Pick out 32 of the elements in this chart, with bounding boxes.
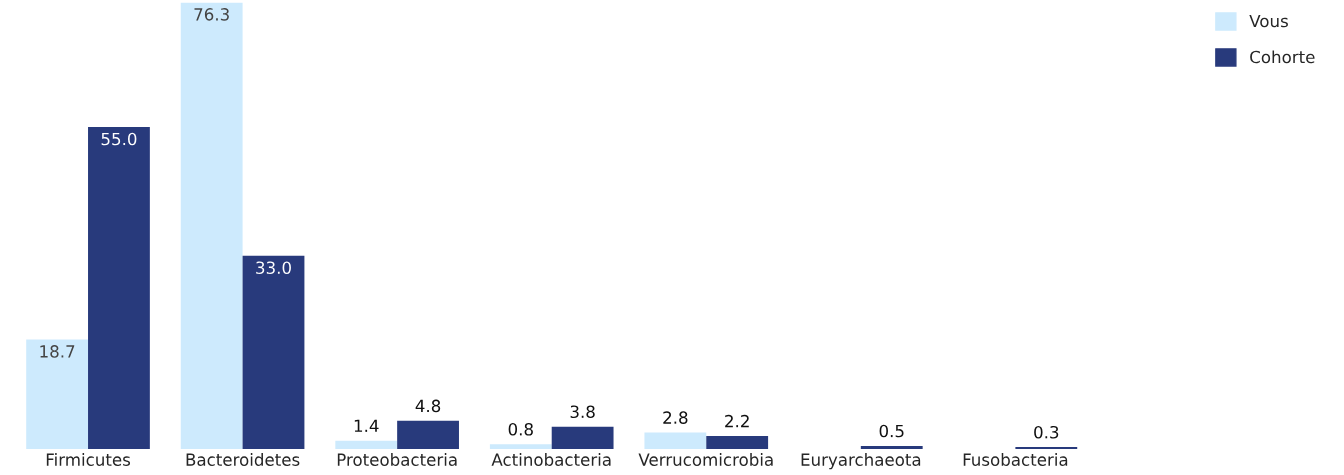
bar (860, 445, 923, 449)
bar (489, 444, 552, 449)
bar (180, 2, 243, 449)
bar (644, 432, 707, 449)
bar (242, 255, 305, 449)
data-label: 2.2 (725, 414, 749, 428)
data-label: 0.5 (879, 424, 904, 438)
data-label: 0.3 (1034, 425, 1059, 439)
x-tick-label: Actinobacteria (491, 453, 611, 466)
data-label: 3.8 (570, 405, 595, 419)
data-label: 0.8 (508, 423, 533, 436)
data-label: 55.0 (101, 132, 137, 146)
x-tick-label: Fusobacteria (963, 453, 1068, 466)
bar (397, 420, 459, 449)
bar (88, 127, 150, 449)
data-label: 76.3 (194, 8, 229, 21)
legend-label: Vous (1249, 14, 1288, 28)
data-label: 4.8 (415, 399, 441, 413)
bar (551, 426, 614, 449)
legend-label: Cohorte (1250, 50, 1315, 64)
data-label: 33.0 (256, 261, 291, 275)
x-tick-label: Euryarchaeota (801, 453, 921, 470)
bar (335, 440, 398, 449)
data-label: 1.4 (354, 419, 379, 432)
bar (706, 436, 769, 449)
data-label: 18.7 (40, 345, 75, 358)
x-tick-label: Proteobacteria (337, 453, 457, 466)
data-label: 2.8 (663, 411, 688, 424)
bar (26, 339, 89, 449)
x-tick-label: Firmicutes (46, 453, 131, 466)
x-tick-label: Verrucomicrobia (638, 453, 773, 466)
x-tick-label: Bacteroidetes (186, 453, 300, 466)
